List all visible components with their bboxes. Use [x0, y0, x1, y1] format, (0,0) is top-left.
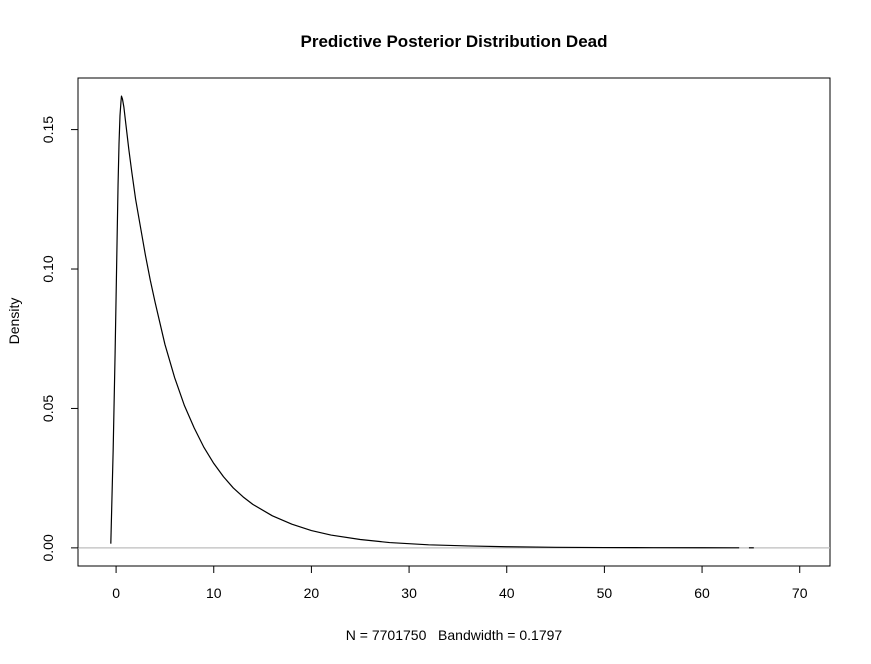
x-tick-label: 70 — [792, 585, 808, 601]
y-tick-label: 0.15 — [40, 116, 56, 143]
y-axis-label: Density — [6, 298, 22, 345]
chart-title: Predictive Posterior Distribution Dead — [300, 32, 607, 51]
y-tick-label: 0.00 — [40, 534, 56, 561]
y-tick-label: 0.05 — [40, 395, 56, 422]
y-axis: 0.00 0.05 0.10 0.15 — [40, 116, 79, 561]
x-tick-label: 0 — [112, 585, 120, 601]
density-curve-segment-1 — [110, 95, 740, 549]
y-tick-label: 0.10 — [40, 255, 56, 282]
x-tick-label: 50 — [597, 585, 613, 601]
x-axis-label: N = 7701750 Bandwidth = 0.1797 — [346, 627, 563, 643]
plot-frame — [77, 77, 831, 567]
x-tick-label: 40 — [499, 585, 515, 601]
density-curves — [110, 95, 754, 549]
x-tick-label: 20 — [304, 585, 320, 601]
x-tick-label: 30 — [401, 585, 417, 601]
x-axis: 0 10 20 30 40 50 60 70 — [112, 565, 808, 601]
x-tick-label: 60 — [694, 585, 710, 601]
x-tick-label: 10 — [206, 585, 222, 601]
